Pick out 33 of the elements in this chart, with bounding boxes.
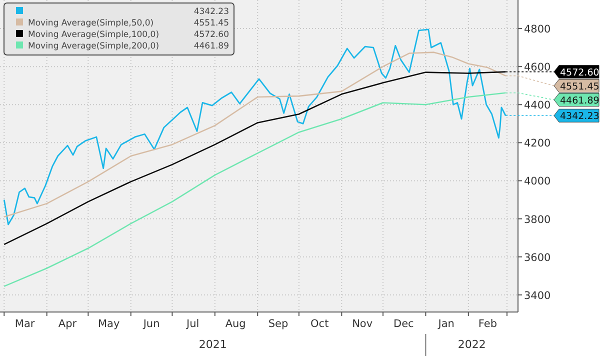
y-tick-label: 4800 xyxy=(524,24,551,36)
text: 4461.89 xyxy=(560,95,600,106)
legend-label: Moving Average(Simple,100,0) xyxy=(28,30,160,40)
y-tick-label: 4400 xyxy=(524,100,551,112)
x-tick-label: Jun xyxy=(142,318,160,330)
x-tick-label: May xyxy=(98,318,120,330)
x-tick-label: Apr xyxy=(58,318,78,330)
x-tick-label: Mar xyxy=(14,318,36,330)
legend-label: Moving Average(Simple,200,0) xyxy=(28,42,160,52)
y-tick-label: 3400 xyxy=(524,290,551,302)
annotation: 4461.89 xyxy=(194,42,229,52)
x-tick-label: Jul xyxy=(186,318,200,330)
y-tick-label: 3600 xyxy=(524,252,551,264)
x-tick-label: Feb xyxy=(478,318,498,330)
x-tick-label: Oct xyxy=(310,318,329,330)
y-tick-label: 4200 xyxy=(524,138,551,150)
text: 4551.45 xyxy=(560,81,600,92)
x-tick-label: Jan xyxy=(437,318,454,330)
x-tick-label: Sep xyxy=(268,318,289,330)
y-tick-label: 3800 xyxy=(524,214,551,226)
y-tick-label: 4600 xyxy=(524,62,551,74)
text: 4342.23 xyxy=(560,111,600,122)
text: 2022 xyxy=(458,338,486,351)
x-tick-label: Aug xyxy=(225,318,246,330)
text: 2021 xyxy=(198,338,227,351)
annotation: 4572.60 xyxy=(194,30,229,40)
x-tick-label: Nov xyxy=(352,318,373,330)
y-tick-label: 4000 xyxy=(524,176,551,188)
annotation: 4551.45 xyxy=(194,18,229,28)
x-tick-label: Dec xyxy=(393,318,414,330)
legend-label: Moving Average(Simple,50,0) xyxy=(28,18,154,28)
annotation: 4342.23 xyxy=(194,7,229,17)
text: 4572.60 xyxy=(560,67,600,78)
